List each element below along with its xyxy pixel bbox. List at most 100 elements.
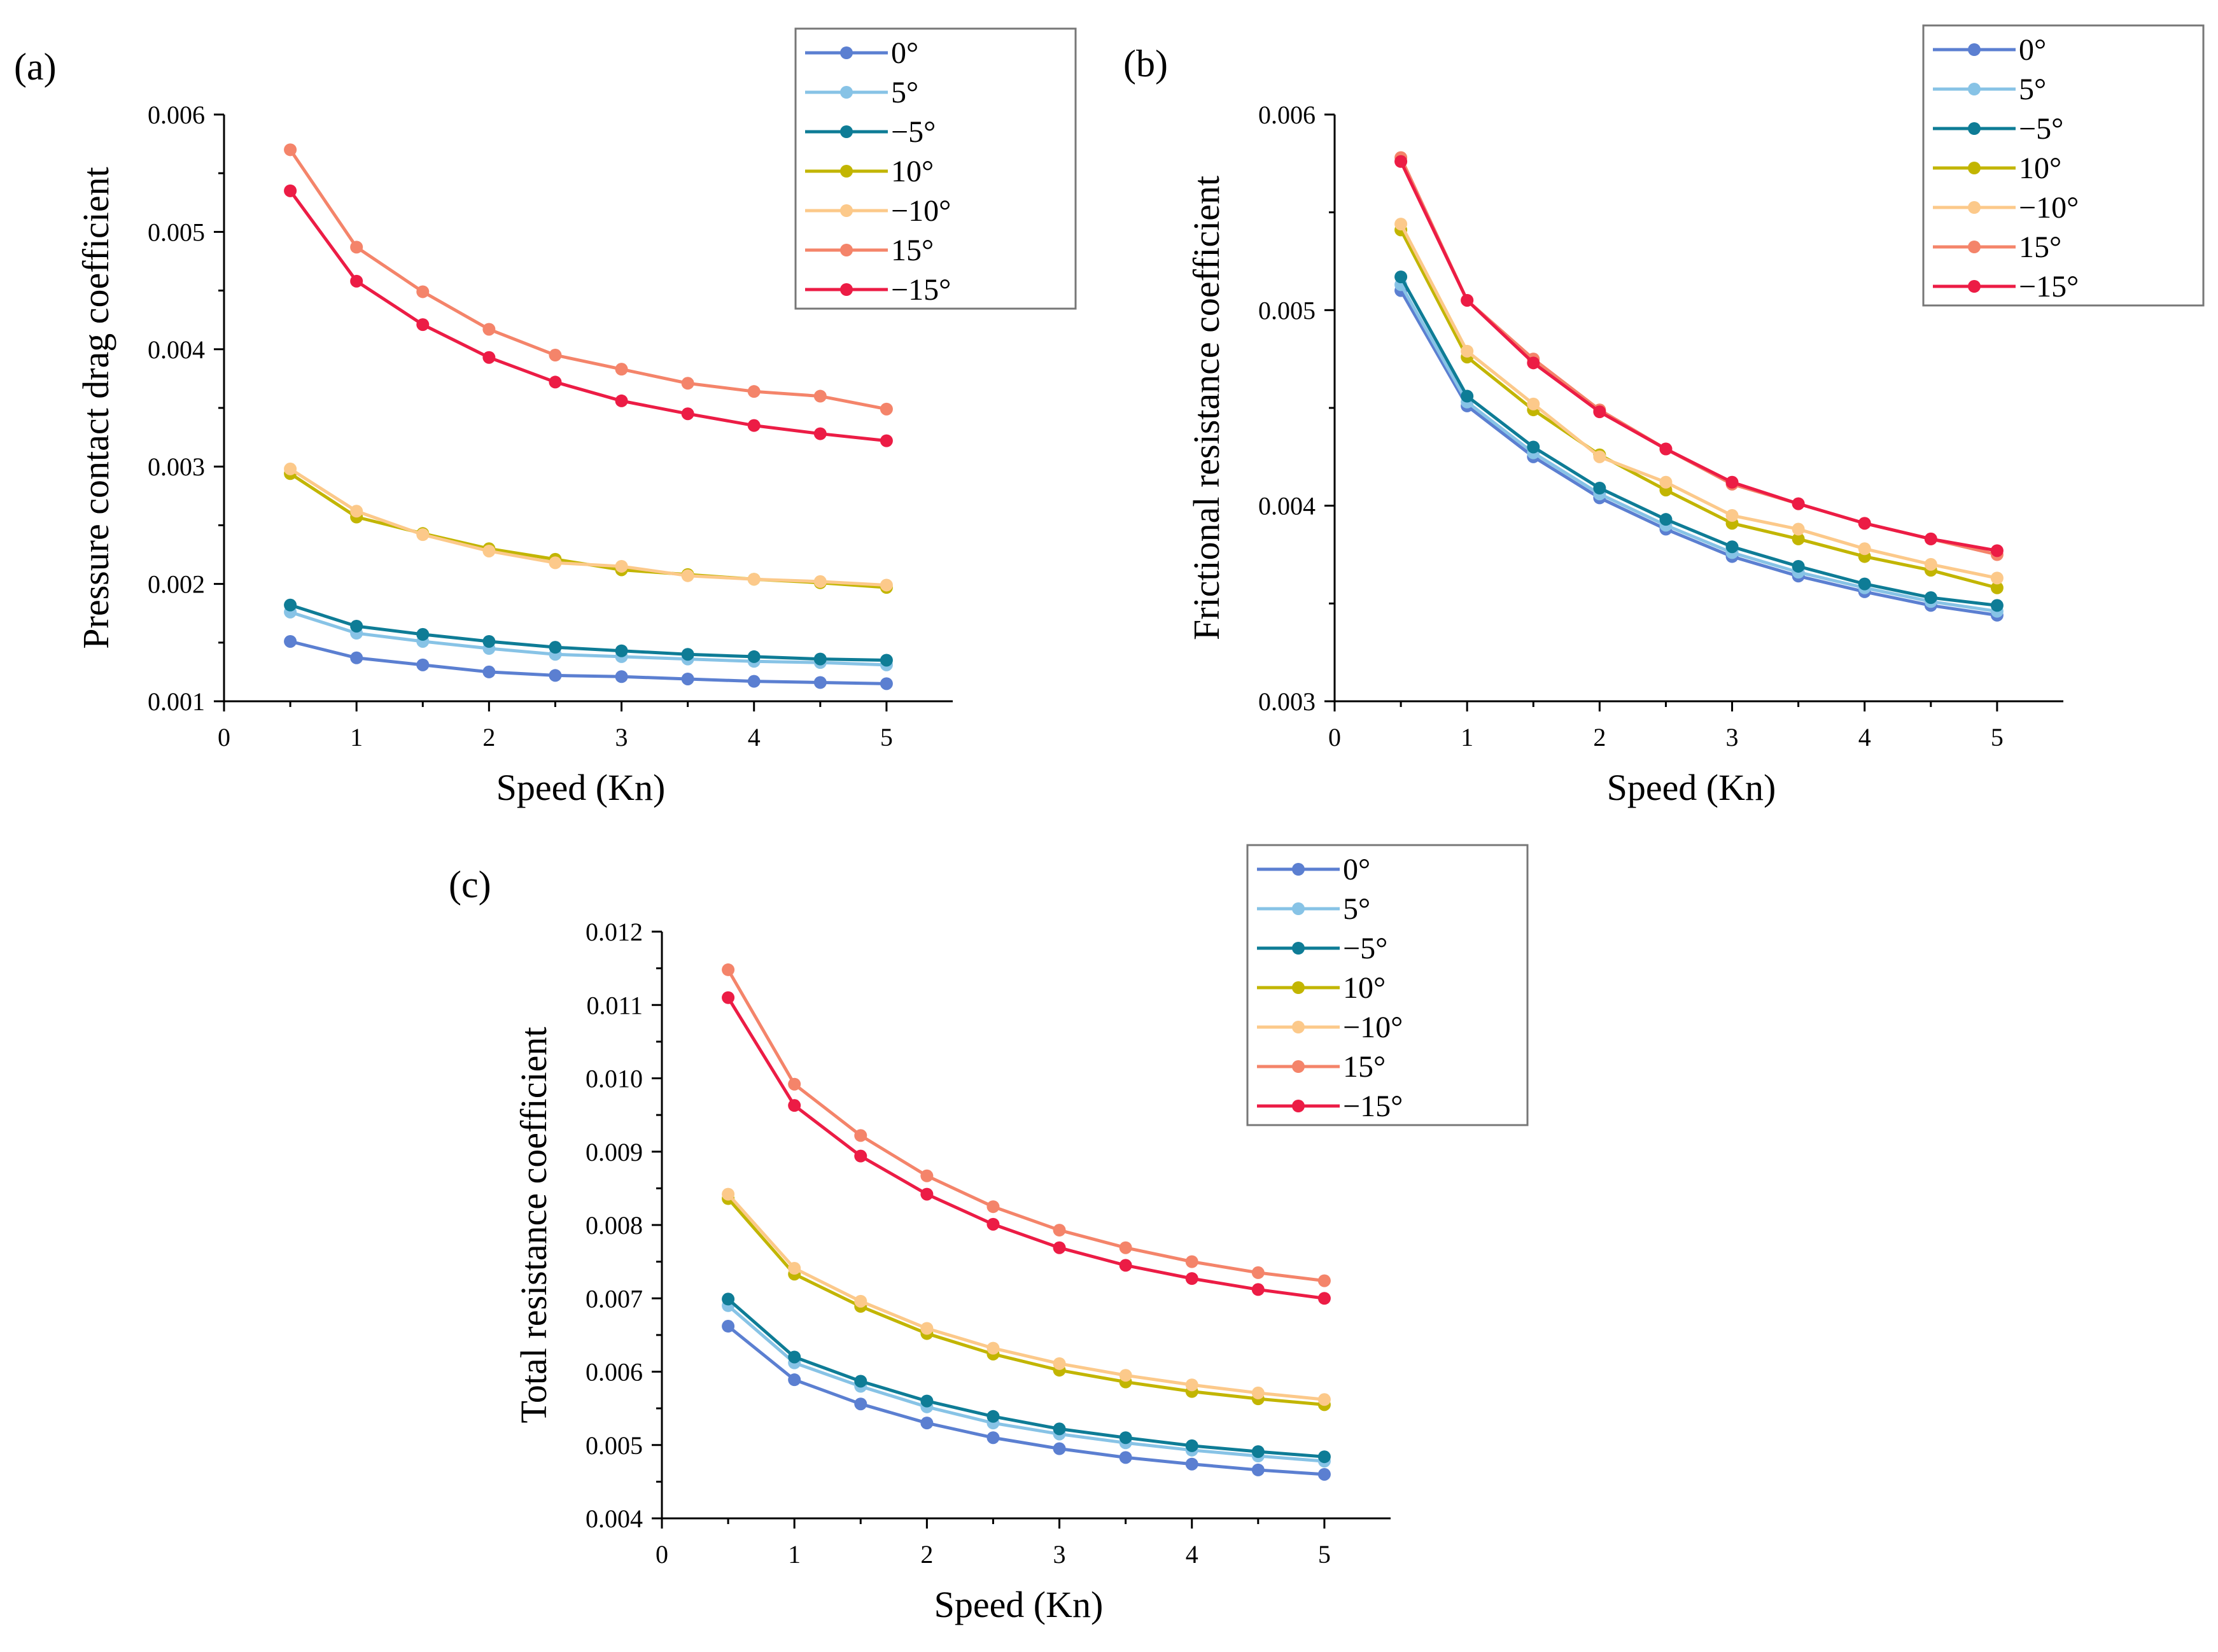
- data-point: [1119, 1259, 1132, 1272]
- legend-entry-label: −5°: [1343, 932, 1387, 965]
- data-point: [1394, 270, 1408, 284]
- data-point: [1792, 559, 1805, 573]
- data-point: [722, 1292, 735, 1306]
- x-axis-label: Speed (Kn): [934, 1584, 1104, 1625]
- series-line: [1399, 160, 1998, 552]
- legend-entry-label: 0°: [1343, 853, 1370, 886]
- data-point: [813, 676, 827, 689]
- data-point: [854, 1375, 867, 1388]
- legend-swatch-marker: [1292, 863, 1305, 876]
- legend-swatch-marker: [1292, 981, 1305, 994]
- x-tick-label: 5: [1318, 1540, 1331, 1569]
- data-point: [284, 184, 297, 197]
- chart-panel-1: (a) 0 1 2 3 4 5 0.001 0.002 0.003 0.004 0.005 0.006 S…: [14, 27, 1077, 808]
- data-point: [1593, 450, 1606, 463]
- data-point: [1317, 1292, 1331, 1305]
- data-point: [1990, 571, 2004, 585]
- legend-entry-label: −10°: [2019, 191, 2079, 225]
- data-point: [416, 285, 430, 298]
- data-point: [1053, 1357, 1066, 1370]
- legend-swatch-marker: [840, 165, 853, 178]
- data-point: [1185, 1272, 1198, 1285]
- data-point: [722, 1187, 735, 1201]
- y-tick-label: 0.005: [148, 218, 205, 246]
- data-point: [920, 1394, 934, 1408]
- x-tick-label: 0: [1328, 723, 1341, 752]
- data-point: [986, 1431, 1000, 1445]
- data-point: [920, 1169, 934, 1182]
- y-axis-label: Frictional resistance coefficient: [1186, 176, 1227, 640]
- data-point: [1394, 218, 1408, 231]
- data-point: [1251, 1283, 1265, 1296]
- data-point: [350, 241, 363, 254]
- data-point: [1394, 155, 1408, 168]
- data-point: [1792, 532, 1805, 545]
- data-point: [1858, 577, 1871, 591]
- y-tick-label: 0.006: [1258, 101, 1316, 129]
- y-tick-label: 0.011: [586, 991, 643, 1019]
- legend-swatch-marker: [1968, 122, 1981, 135]
- data-point: [1858, 542, 1871, 556]
- x-tick-label: 0: [218, 723, 230, 752]
- data-point: [549, 349, 562, 362]
- panel-label: (b): [1123, 43, 1168, 85]
- series-line: [727, 1304, 1325, 1463]
- legend-box: [1922, 24, 2205, 307]
- data-point: [615, 394, 628, 407]
- data-point: [986, 1217, 1000, 1231]
- legend-entry-label: 10°: [2019, 151, 2061, 185]
- y-tick-label: 0.001: [148, 687, 205, 716]
- chart-panel-2: (b) 0 1 2 3 4 5 0.003 0.004 0.005 0.006 Speed (Kn) F…: [1123, 24, 2205, 808]
- data-point: [1119, 1369, 1132, 1382]
- legend-entry-label: 15°: [2019, 230, 2061, 264]
- legend-entry-label: −15°: [1343, 1089, 1403, 1123]
- data-point: [284, 634, 297, 648]
- data-point: [549, 641, 562, 654]
- data-point: [1119, 1451, 1132, 1464]
- x-tick-label: 3: [1053, 1540, 1066, 1569]
- series-line: [727, 1197, 1325, 1406]
- y-tick-label: 0.003: [1258, 687, 1316, 716]
- y-tick-label: 0.010: [586, 1065, 643, 1093]
- data-point: [549, 556, 562, 570]
- x-axis-label: Speed (Kn): [1607, 767, 1776, 808]
- data-point: [1185, 1378, 1198, 1392]
- y-tick-label: 0.012: [586, 918, 643, 946]
- x-tick-label: 4: [748, 723, 761, 752]
- x-tick-label: 3: [1726, 723, 1739, 752]
- legend-entry-label: −15°: [2019, 270, 2079, 304]
- data-point: [1119, 1431, 1132, 1445]
- legend-entry-label: 15°: [1343, 1050, 1386, 1084]
- data-point: [1317, 1274, 1331, 1287]
- y-tick-label: 0.009: [586, 1138, 643, 1166]
- data-point: [482, 351, 496, 364]
- legend-swatch-marker: [840, 244, 853, 256]
- legend-box: [1246, 844, 1529, 1126]
- data-point: [284, 462, 297, 475]
- data-point: [1924, 557, 1937, 571]
- data-point: [986, 1341, 1000, 1355]
- data-point: [722, 991, 735, 1004]
- y-tick-label: 0.003: [148, 452, 205, 481]
- y-tick-label: 0.008: [586, 1211, 643, 1240]
- legend-entry-label: −5°: [891, 115, 936, 149]
- data-point: [1251, 1463, 1265, 1476]
- data-point: [1990, 599, 2004, 612]
- y-axis-label: Total resistance coefficient: [513, 1027, 554, 1424]
- data-point: [350, 619, 363, 633]
- data-point: [284, 143, 297, 157]
- series-line: [1399, 276, 1998, 607]
- data-point: [1317, 1393, 1331, 1406]
- data-point: [813, 652, 827, 666]
- data-point: [880, 578, 893, 592]
- data-point: [1527, 440, 1540, 454]
- series-line: [1399, 223, 1998, 580]
- x-tick-label: 1: [1461, 723, 1473, 752]
- data-point: [986, 1410, 1000, 1423]
- y-tick-label: 0.005: [1258, 296, 1316, 325]
- series-line: [726, 997, 1325, 1300]
- y-tick-label: 0.004: [148, 335, 205, 364]
- legend-entry-label: −5°: [2019, 112, 2063, 146]
- series-line: [726, 969, 1325, 1283]
